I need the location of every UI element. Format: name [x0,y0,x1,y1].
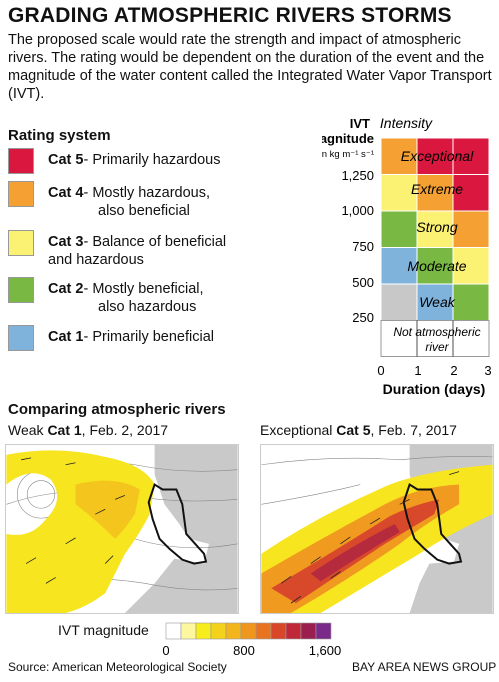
cat5-desc: - Primarily hazardous [83,152,221,168]
map-cat5-exceptional [260,444,494,614]
map2-title: Exceptional Cat 5, Feb. 7, 2017 [260,422,457,438]
cat4-desc: - Mostly hazardous, [83,185,210,201]
band-exceptional: Exceptional [401,148,474,164]
intensity-cell [452,283,490,321]
band-weak: Weak [419,294,456,310]
legend-swatch [180,622,197,640]
intensity-chart: Intensity IVT magnitude In kg m⁻¹ s⁻¹ Ex… [322,115,492,397]
map2-cat: Cat 5 [336,422,371,438]
source-note: Source: American Meteorological Society [8,660,227,674]
x-tick-0: 0 [377,363,384,378]
y-tick-750: 750 [352,239,374,254]
y-label-2: magnitude [322,131,374,146]
cat4-label: Cat 4 [48,185,84,201]
rating-item-cat3: Cat 3- Balance of beneficial and hazardou… [8,230,226,269]
map-cat1-weak [5,444,239,614]
intro-text: The proposed scale would rate the streng… [8,32,492,102]
band-strong: Strong [416,219,457,235]
cat3-desc2: and hazardous [48,252,144,268]
rating-item-cat5: Cat 5- Primarily hazardous [8,148,220,174]
cat2-desc: - Mostly beneficial, [83,281,204,297]
legend-swatch [270,622,287,640]
legend-swatch [210,622,227,640]
cat3-label: Cat 3 [48,234,84,250]
cat5-swatch [8,148,34,174]
cat4-desc2: also beneficial [98,203,190,219]
credit-line: BAY AREA NEWS GROUP [352,660,497,674]
y-tick-250: 250 [352,310,374,325]
cat2-desc2: also hazardous [98,299,197,315]
legend-tick-1600: 1,600 [309,643,342,658]
cat3-swatch [8,230,34,256]
cat5-label: Cat 5 [48,152,84,168]
cat1-label: Cat 1 [48,329,84,345]
rating-item-cat4: Cat 4- Mostly hazardous, also beneficial [8,181,210,220]
not-ar-cell [380,320,490,357]
x-tick-2: 2 [450,363,457,378]
legend-swatch [315,622,332,640]
page-title: GRADING ATMOSPHERIC RIVERS STORMS [8,4,452,27]
legend-swatch [225,622,242,640]
legend-tick-800: 800 [233,643,255,658]
legend-swatch [195,622,212,640]
intensity-cell [452,210,490,248]
legend-swatch [285,622,302,640]
legend-swatch [300,622,317,640]
x-axis-label: Duration (days) [383,381,486,397]
y-label-1: IVT [350,116,370,131]
cat1-swatch [8,325,34,351]
intensity-cell [452,174,490,212]
cat4-swatch [8,181,34,207]
y-tick-500: 500 [352,275,374,290]
cat2-label: Cat 2 [48,281,84,297]
legend-swatch [165,622,182,640]
map1-title: Weak Cat 1, Feb. 2, 2017 [8,422,168,438]
legend-swatch [255,622,272,640]
map2-prefix: Exceptional [260,422,337,438]
y-tick-1000: 1,000 [341,203,374,218]
not-ar-label-1: Not atmospheric [393,325,480,339]
intensity-cell [416,137,454,175]
band-moderate: Moderate [407,258,466,274]
not-ar-label-2: river [425,340,449,354]
y-units: In kg m⁻¹ s⁻¹ [322,149,374,160]
legend-swatch [240,622,257,640]
intensity-cell [452,247,490,285]
x-tick-1: 1 [414,363,421,378]
cat2-swatch [8,277,34,303]
map1-date: , Feb. 2, 2017 [81,422,169,438]
intensity-cell [380,283,418,321]
rating-system-heading: Rating system [8,127,111,144]
cat3-desc: - Balance of beneficial [83,234,227,250]
map1-prefix: Weak [8,422,48,438]
legend-swatches [165,622,332,640]
intensity-title: Intensity [380,115,433,131]
band-extreme: Extreme [411,181,463,197]
legend-tick-0: 0 [162,643,169,658]
intensity-cell [380,210,418,248]
map1-cat: Cat 1 [47,422,82,438]
band-labels: Exceptional Extreme Strong Moderate Weak… [393,148,480,354]
y-tick-1250: 1,250 [341,168,374,183]
rating-item-cat1: Cat 1- Primarily beneficial [8,325,214,351]
ivt-legend: 0 800 1,600 [162,622,342,658]
comparing-heading: Comparing atmospheric rivers [8,401,226,418]
cat1-desc: - Primarily beneficial [83,329,215,345]
intensity-cell [380,247,418,285]
legend-label: IVT magnitude [58,622,149,638]
map2-date: , Feb. 7, 2017 [370,422,457,438]
x-tick-3: 3 [484,363,491,378]
rating-item-cat2: Cat 2- Mostly beneficial, also hazardous [8,277,204,316]
intensity-grid [380,137,490,357]
intensity-cell [380,137,418,175]
